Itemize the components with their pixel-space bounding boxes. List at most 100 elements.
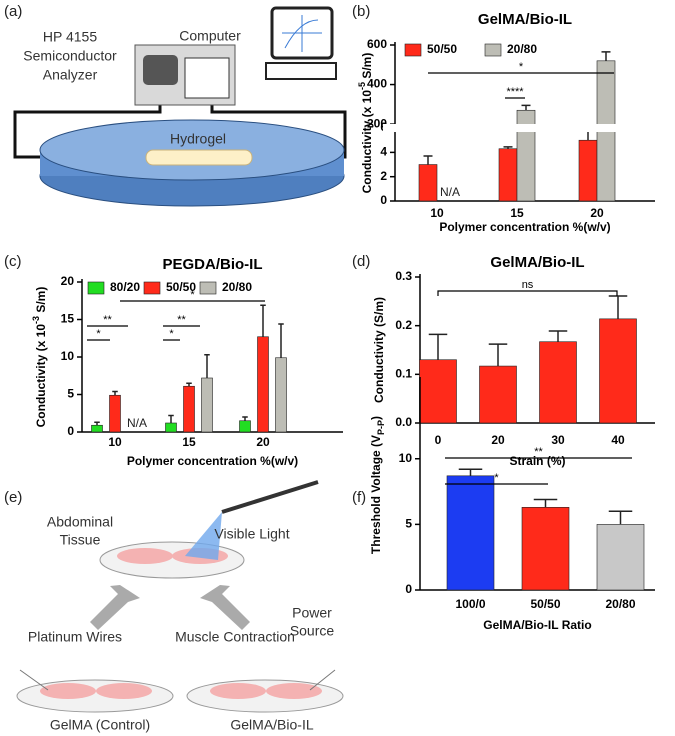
label: Platinum Wires bbox=[28, 629, 122, 645]
error-bar bbox=[608, 510, 633, 525]
y-axis-label-part: S/m) bbox=[34, 287, 48, 316]
error-bar bbox=[458, 468, 483, 476]
error-bar bbox=[608, 295, 628, 319]
analyzer-keys bbox=[184, 57, 230, 99]
bar bbox=[516, 109, 536, 202]
x-tick-label: 0 bbox=[435, 433, 442, 447]
x-tick-label: 15 bbox=[510, 206, 524, 220]
label: Visible Light bbox=[214, 526, 289, 542]
error-bar bbox=[548, 330, 568, 342]
error-bar bbox=[242, 416, 248, 421]
y-tick-label: 0 bbox=[67, 424, 74, 438]
label: HP 4155 bbox=[43, 29, 97, 45]
bar bbox=[521, 507, 570, 591]
significance-label: ** bbox=[177, 314, 186, 326]
analyzer-screen bbox=[143, 55, 178, 85]
y-tick-label: 20 bbox=[61, 274, 75, 288]
legend-swatch bbox=[404, 43, 422, 57]
error-bar bbox=[428, 333, 448, 360]
y-axis-label: Conductivity (x 10-5 S/m) bbox=[357, 53, 374, 194]
bar bbox=[201, 377, 213, 433]
keyboard bbox=[265, 62, 337, 80]
legend-swatch bbox=[87, 281, 105, 295]
legend-label: 50/50 bbox=[427, 42, 457, 56]
label: Abdominal bbox=[47, 514, 113, 530]
y-tick-label: 0 bbox=[405, 582, 412, 596]
chart-title: GelMA/Bio-IL bbox=[478, 11, 572, 28]
monitor-plot bbox=[282, 15, 322, 52]
x-tick-label: 20/80 bbox=[605, 597, 635, 611]
bar bbox=[578, 139, 598, 202]
legend-label: 50/50 bbox=[166, 280, 196, 294]
error-bar bbox=[278, 323, 284, 358]
chart-title: PEGDA/Bio-IL bbox=[163, 256, 263, 273]
label: Semiconductor bbox=[23, 48, 117, 64]
x-tick-label: 40 bbox=[611, 433, 625, 447]
bar bbox=[91, 424, 103, 433]
arrow bbox=[200, 585, 250, 630]
label: GelMA (Control) bbox=[50, 717, 150, 733]
y-tick-label: 0 bbox=[380, 193, 387, 207]
bar bbox=[539, 341, 577, 424]
y-axis-label-part: ) bbox=[369, 416, 383, 420]
tissue bbox=[96, 683, 152, 699]
label: Power bbox=[292, 605, 332, 621]
bar bbox=[479, 365, 517, 424]
wires bbox=[19, 669, 336, 691]
bar bbox=[275, 357, 287, 433]
hydrogel bbox=[145, 149, 253, 166]
significance-label: * bbox=[169, 328, 174, 340]
y-tick-label: 5 bbox=[67, 387, 74, 401]
axis-break bbox=[383, 124, 657, 132]
legend-swatch bbox=[143, 281, 161, 295]
label: Source bbox=[290, 623, 335, 639]
chart-title: GelMA/Bio-IL bbox=[490, 254, 584, 271]
y-tick-label: 0.0 bbox=[395, 415, 412, 429]
legend-swatch bbox=[199, 281, 217, 295]
y-axis-label-part: Conductivity (x 10 bbox=[34, 324, 48, 428]
label: GelMA/Bio-IL bbox=[230, 717, 313, 733]
y-axis-label-part: Threshold Voltage (V bbox=[369, 435, 383, 554]
bar bbox=[109, 394, 121, 433]
y-axis-label-part: -5 bbox=[357, 82, 367, 90]
y-tick-label: 0.1 bbox=[395, 367, 412, 381]
legend-label: 80/20 bbox=[110, 280, 140, 294]
x-tick-label: 20 bbox=[491, 433, 505, 447]
light-cone bbox=[185, 512, 222, 560]
panel-label: (d) bbox=[352, 253, 370, 270]
label: Muscle Contraction bbox=[175, 629, 295, 645]
dish bbox=[186, 679, 344, 713]
error-bar bbox=[204, 354, 210, 378]
x-axis-label: Polymer concentration %(w/v) bbox=[127, 454, 298, 468]
significance-label: ** bbox=[103, 314, 112, 326]
y-tick-label: 200 bbox=[367, 116, 387, 130]
tissue bbox=[117, 548, 173, 564]
legend-label: 20/80 bbox=[507, 42, 537, 56]
y-axis-label-part: S/m) bbox=[360, 53, 374, 82]
bar bbox=[418, 164, 438, 202]
significance-bracket bbox=[437, 290, 618, 296]
diagram-e: Abdominal Tissue Visible Light Power Sou… bbox=[16, 480, 344, 733]
y-axis-label-part: P-P bbox=[376, 420, 386, 435]
y-axis-label: Threshold Voltage (VP-P) bbox=[369, 416, 386, 554]
significance-label: ns bbox=[522, 279, 534, 291]
x-axis-label: Polymer concentration %(w/v) bbox=[439, 220, 610, 234]
panel-label: (c) bbox=[4, 253, 22, 270]
y-axis-label-part: Conductivity (S/m) bbox=[372, 297, 386, 403]
error-bar bbox=[521, 104, 531, 111]
label: Tissue bbox=[60, 532, 101, 548]
bar bbox=[257, 336, 269, 433]
y-axis-label: Conductivity (S/m) bbox=[372, 297, 386, 403]
error-bar bbox=[94, 421, 100, 426]
y-tick-label: 4 bbox=[380, 145, 387, 159]
significance-label: * bbox=[190, 289, 195, 301]
bar bbox=[498, 148, 518, 202]
panel-label: (e) bbox=[4, 489, 22, 506]
error-bar bbox=[533, 498, 558, 508]
x-tick-label: 50/50 bbox=[530, 597, 560, 611]
legend-swatch bbox=[484, 43, 502, 57]
panel-label: (a) bbox=[4, 3, 22, 20]
y-axis-label-part: Conductivity (x 10 bbox=[360, 90, 374, 194]
x-tick-label: 20 bbox=[256, 435, 270, 449]
diagram-a: HP 4155 Semiconductor Analyzer Computer … bbox=[13, 6, 347, 207]
